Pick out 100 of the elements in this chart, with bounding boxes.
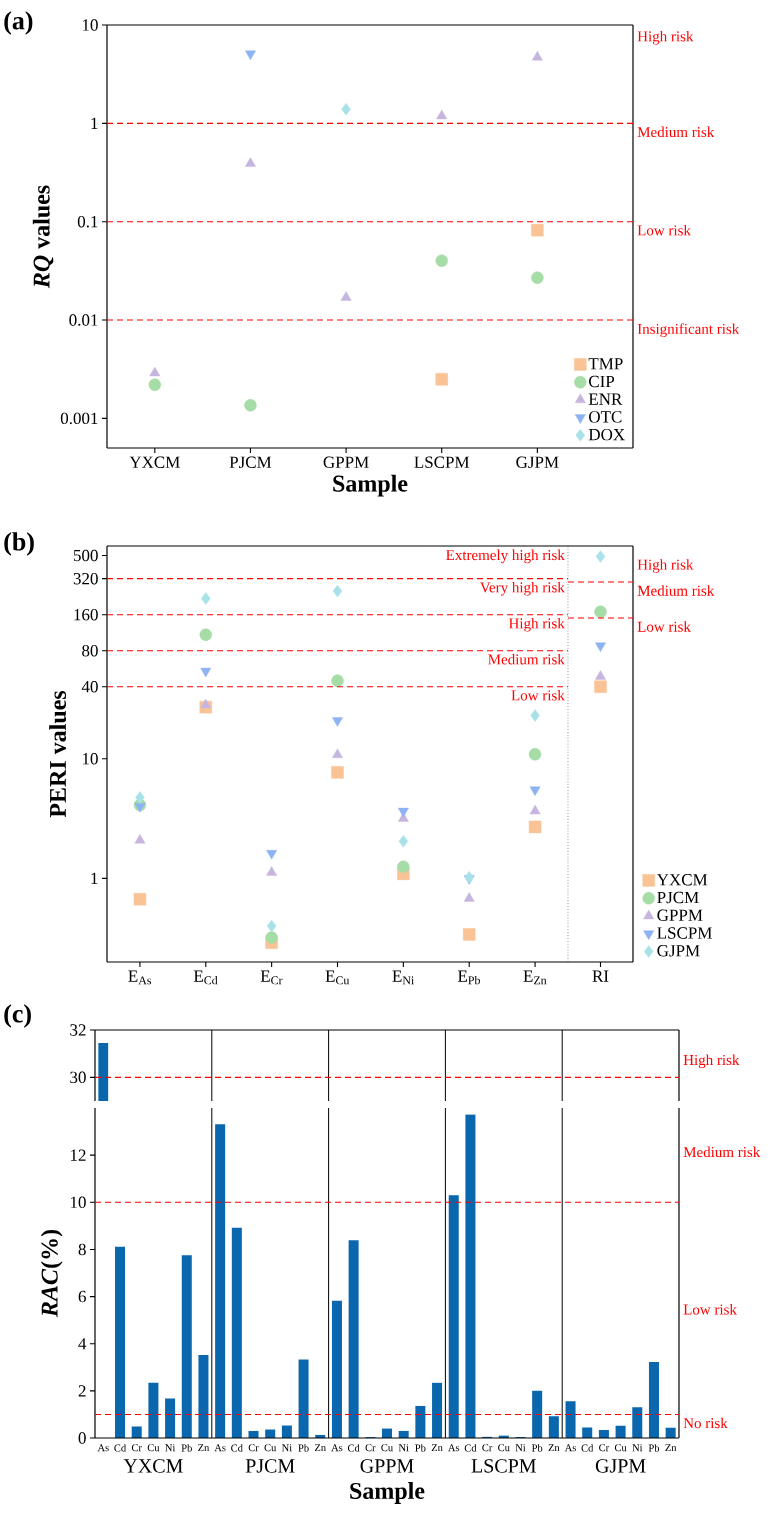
x-tick-label: Pb (415, 1444, 426, 1452)
text: GPPM (360, 1459, 414, 1473)
text: PJCM (245, 1459, 295, 1473)
y-tick-label: 10 (70, 1196, 86, 1209)
x-tick-label: Zn (431, 1444, 443, 1452)
x-tick-label: E$_{Ni}$ (392, 970, 415, 985)
ref-line-label: Medium risk (637, 126, 715, 138)
x-tick-label: YXCM (129, 456, 180, 468)
x-tick-label: Cd (464, 1444, 477, 1452)
x-tick-label: As (214, 1444, 226, 1452)
text: High risk (637, 30, 694, 45)
x-tick-label: Cr (599, 1444, 610, 1452)
y-tick-label: 80 (82, 644, 98, 657)
chart-title: (b) (4, 532, 34, 556)
x-tick-label: Cd (347, 1444, 360, 1452)
ref-line-label: Very high risk (479, 581, 565, 596)
x-tick-label: Cd (114, 1444, 127, 1452)
x-tick-label: Ni (281, 1444, 292, 1452)
legend-label: GJPM (657, 945, 700, 957)
x-tick-label: Pb (181, 1444, 192, 1452)
ref-line-label: Insignificant risk (637, 323, 740, 338)
y-tick-label: 320 (73, 572, 98, 585)
x-tick-label: Zn (198, 1444, 210, 1452)
x-tick-label: LSCPM (414, 456, 470, 468)
x-tick-label: Ni (632, 1444, 643, 1452)
x-axis-title: Sample (333, 474, 408, 497)
ref-line-label: Medium risk (637, 585, 715, 596)
y-tick-label: 10 (82, 19, 98, 31)
legend-label: GPPM (657, 909, 703, 921)
legend-label: CIP (589, 375, 615, 388)
x-tick-label: Cr (365, 1444, 376, 1452)
y-axis-title: RAC(%) (40, 1229, 63, 1318)
x-tick-label: As (564, 1444, 576, 1452)
y-tick-label: 0.01 (69, 314, 98, 326)
x-tick-label: E$_{Pb}$ (457, 970, 480, 985)
x-tick-label: E$_{As}$ (128, 970, 152, 985)
x-tick-label: Cr (248, 1444, 259, 1452)
x-tick-label: Cu (614, 1444, 627, 1452)
x-tick-label: GJPM (516, 456, 559, 468)
x-axis-title: Sample (350, 1482, 425, 1504)
y-axis-title: RQ values (32, 185, 54, 289)
x-tick-label: Cu (381, 1444, 393, 1452)
legend-label: TMP (588, 358, 623, 370)
x-tick-label: RI (592, 970, 609, 982)
x-tick-label: As (331, 1444, 343, 1452)
x-tick-label: Cu (498, 1444, 510, 1452)
legend-label: YXCM (656, 874, 708, 886)
y-tick-label: 4 (78, 1338, 87, 1350)
ref-line-label: Medium risk (683, 1146, 761, 1158)
y-tick-label: 30 (70, 1071, 86, 1084)
y-tick-label: 160 (74, 608, 98, 621)
ref-line-label: Medium risk (488, 653, 565, 665)
text: YXCM (123, 1459, 183, 1473)
chart-title: (c) (4, 1004, 31, 1028)
x-tick-label: Zn (548, 1444, 560, 1452)
x-tick-label: Zn (314, 1444, 326, 1452)
x-tick-label: PJCM (229, 456, 272, 468)
annotation: Extremely high risk (446, 549, 565, 564)
ref-line-label: Low risk (637, 224, 691, 236)
ref-line-label: High risk (683, 1054, 740, 1069)
x-tick-label: Cu (264, 1444, 277, 1452)
x-tick-label: GPPM (323, 456, 369, 468)
y-tick-label: 1 (91, 872, 98, 884)
y-tick-label: 2 (78, 1385, 86, 1397)
y-tick-label: 0.1 (77, 215, 98, 228)
y-tick-label: 32 (70, 1024, 86, 1036)
legend-label: OTC (589, 411, 622, 423)
y-tick-label: 6 (78, 1290, 86, 1303)
y-tick-label: 12 (70, 1149, 86, 1161)
y-tick-label: 0 (78, 1432, 86, 1444)
ref-line-label: No risk (683, 1417, 728, 1429)
x-tick-label: Cd (581, 1444, 594, 1452)
legend-label: DOX (588, 428, 625, 441)
y-tick-label: 1 (91, 117, 98, 129)
x-tick-label: Cr (131, 1444, 142, 1452)
ref-line-label: Low risk (511, 689, 565, 701)
legend-label: LSCPM (657, 927, 712, 939)
x-tick-label: Pb (298, 1444, 309, 1452)
text: Low risk (683, 1304, 737, 1315)
text: High risk (637, 559, 694, 573)
x-tick-label: As (448, 1444, 460, 1452)
y-tick-label: 0.001 (60, 412, 98, 425)
x-tick-label: E$_{Cr}$ (260, 970, 283, 985)
text: GJPM (595, 1459, 646, 1473)
x-tick-label: Ni (165, 1444, 176, 1452)
x-tick-label: Ni (398, 1444, 409, 1452)
chart-title: (a) (4, 11, 33, 35)
y-tick-label: 8 (78, 1243, 86, 1256)
legend-label: ENR (588, 393, 623, 405)
x-tick-label: Pb (531, 1444, 543, 1452)
x-tick-label: Pb (648, 1444, 660, 1452)
y-axis-title: PERI values (49, 690, 67, 818)
y-tick-label: 40 (81, 680, 98, 693)
x-tick-label: Cu (147, 1444, 160, 1452)
ref-line-label: Low risk (637, 621, 691, 632)
x-tick-label: Zn (665, 1444, 677, 1452)
legend-label: PJCM (657, 891, 699, 904)
x-tick-label: E$_{Zn}$ (523, 970, 547, 985)
y-tick-label: 500 (73, 549, 98, 562)
x-tick-label: E$_{Cu}$ (325, 970, 350, 985)
